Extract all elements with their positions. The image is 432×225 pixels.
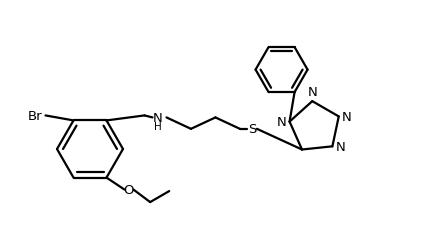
Text: N: N [342,110,352,123]
Text: N: N [152,111,162,124]
Text: Br: Br [28,109,42,122]
Text: N: N [308,86,317,99]
Text: S: S [248,123,256,136]
Text: N: N [335,140,345,153]
Text: O: O [123,183,134,196]
Text: N: N [277,116,286,128]
Text: H: H [154,122,162,132]
